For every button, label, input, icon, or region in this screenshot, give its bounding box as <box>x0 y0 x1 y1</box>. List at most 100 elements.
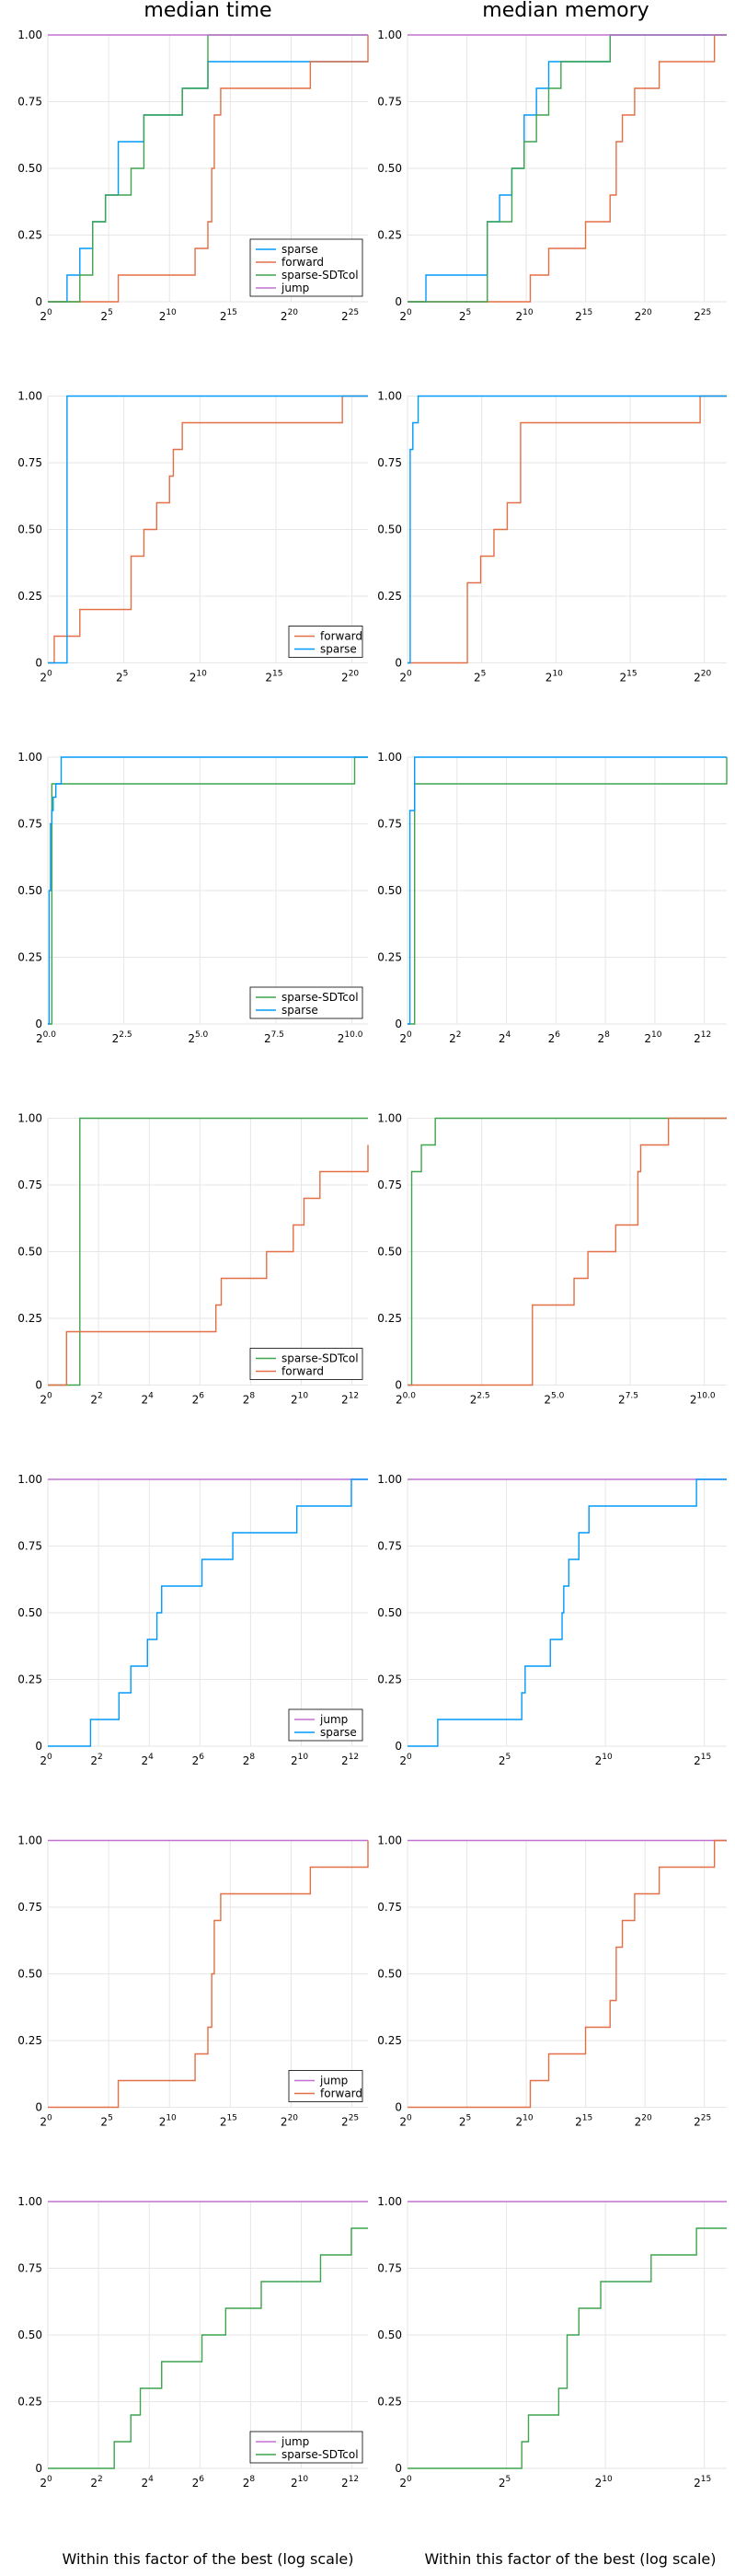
x-tick-label: 20 <box>40 2114 52 2129</box>
x-tick-label: 26 <box>192 2475 205 2490</box>
x-tick-label: 25.0 <box>544 1392 564 1407</box>
x-tick-label: 25 <box>499 1753 511 1767</box>
y-tick-label: 0.75 <box>17 2262 42 2275</box>
chart-row2-median-memory: 0 0.25 0.50 0.75 1.00 20 25 210 215 220 <box>377 390 727 684</box>
x-tick-label: 210 <box>595 2475 613 2490</box>
x-tick-label: 25 <box>116 670 128 684</box>
y-tick-label: 1.00 <box>17 1112 42 1125</box>
y-tick-label: 1.00 <box>17 2195 42 2208</box>
x-tick-label: 20 <box>399 1030 412 1045</box>
y-tick-label: 0 <box>35 2101 42 2114</box>
legend-box <box>288 2070 363 2102</box>
y-tick-label: 0.75 <box>17 818 42 831</box>
x-tick-label: 212 <box>341 1392 359 1407</box>
x-tick-label: 28 <box>597 1030 610 1045</box>
x-tick-label: 210.0 <box>690 1392 716 1407</box>
column-title-median-memory: median memory <box>482 0 649 22</box>
legend-box <box>249 986 363 1019</box>
x-tick-label: 22.5 <box>112 1030 132 1045</box>
y-tick-label: 0.75 <box>377 1179 402 1191</box>
legend-label-jump: jump <box>319 1713 348 1726</box>
series-line-forward <box>48 1144 369 1386</box>
series-line-sparse <box>408 1478 727 1747</box>
y-tick-label: 0.50 <box>377 1246 402 1259</box>
y-tick-label: 0.75 <box>377 456 402 469</box>
series-line-sparse <box>48 395 368 664</box>
chart-row5-median-time: 0 0.25 0.50 0.75 1.00 20 22 24 26 28 210 212 jumpspa… <box>17 1473 368 1767</box>
y-tick-label: 1.00 <box>377 29 402 41</box>
x-tick-label: 215 <box>575 308 592 323</box>
chart-row4-median-time: 0 0.25 0.50 0.75 1.00 20 22 24 26 28 210 212 sparse-… <box>17 1112 369 1407</box>
x-tick-label: 20 <box>399 308 412 323</box>
y-tick-label: 0.75 <box>377 2262 402 2275</box>
x-tick-label: 25 <box>100 308 112 323</box>
y-tick-label: 0.25 <box>17 590 42 603</box>
y-tick-label: 0.50 <box>17 1606 42 1619</box>
y-tick-label: 0.25 <box>377 229 402 242</box>
x-tick-label: 20 <box>399 2475 412 2490</box>
x-tick-label: 215 <box>265 670 282 684</box>
legend-label-sparse: sparse <box>320 1726 357 1739</box>
x-tick-label: 20 <box>399 1753 412 1767</box>
y-tick-label: 0 <box>35 1018 42 1030</box>
y-tick-label: 1.00 <box>17 1473 42 1486</box>
legend-box <box>249 2431 363 2464</box>
x-tick-label: 215 <box>694 2475 711 2490</box>
y-tick-label: 0.25 <box>377 2396 402 2409</box>
x-tick-label: 22 <box>449 1030 461 1045</box>
series-line-sparse <box>48 1478 368 1747</box>
y-tick-label: 0 <box>395 2101 402 2114</box>
x-tick-label: 220 <box>635 308 652 323</box>
y-tick-label: 1.00 <box>17 29 42 41</box>
x-tick-label: 26 <box>548 1030 561 1045</box>
chart-row1-median-time: 0 0.25 0.50 0.75 1.00 20 25 210 215 220 225 sparsef… <box>17 29 369 323</box>
x-tick-label: 215 <box>575 2114 592 2129</box>
series-line-sparse <box>408 395 727 664</box>
chart-row7-median-memory: 0 0.25 0.50 0.75 1.00 20 25 210 215 <box>377 2195 727 2490</box>
legend-label-sparse-SDTcol: sparse-SDTcol <box>281 991 359 1004</box>
x-tick-label: 225 <box>694 2114 711 2129</box>
x-axis-label-median-time: Within this factor of the best (log scal… <box>63 2550 354 2568</box>
y-tick-label: 0.75 <box>17 1540 42 1553</box>
y-tick-label: 0.25 <box>17 1673 42 1686</box>
y-tick-label: 0.75 <box>17 456 42 469</box>
y-tick-label: 0.25 <box>377 1312 402 1325</box>
y-tick-label: 0.50 <box>377 884 402 897</box>
y-tick-label: 0 <box>395 657 402 670</box>
x-tick-label: 22 <box>90 1753 102 1767</box>
y-tick-label: 1.00 <box>377 1473 402 1486</box>
series-line-forward <box>408 1839 727 2109</box>
x-tick-label: 25 <box>459 2114 471 2129</box>
y-tick-label: 0.75 <box>377 96 402 109</box>
x-tick-label: 20 <box>40 1753 52 1767</box>
series-line-sparse-SDTcol <box>48 34 368 303</box>
x-tick-label: 220 <box>281 308 298 323</box>
y-tick-label: 0 <box>35 295 42 308</box>
x-tick-label: 210 <box>516 308 534 323</box>
legend-label-sparse: sparse <box>281 243 318 256</box>
x-tick-label: 25 <box>474 670 486 684</box>
chart-row2-median-time: 0 0.25 0.50 0.75 1.00 20 25 210 215 220 forwardspa… <box>17 390 368 684</box>
y-tick-label: 0 <box>395 1379 402 1392</box>
y-tick-label: 0.25 <box>377 2034 402 2047</box>
series-line-forward <box>48 395 368 664</box>
y-tick-label: 1.00 <box>377 1112 402 1125</box>
y-tick-label: 0.50 <box>377 1968 402 1981</box>
x-tick-label: 215 <box>220 2114 237 2129</box>
series-line-sparse <box>48 756 368 1025</box>
chart-row3-median-time: 0 0.25 0.50 0.75 1.00 20.0 22.5 25.0 27.5 210.0 sp… <box>17 751 368 1045</box>
x-tick-label: 210 <box>516 2114 534 2129</box>
series-line-sparse-SDTcol <box>408 34 727 303</box>
y-tick-label: 0 <box>35 657 42 670</box>
y-tick-label: 1.00 <box>377 390 402 403</box>
x-tick-label: 22.5 <box>470 1392 490 1407</box>
y-tick-label: 0.25 <box>17 951 42 964</box>
x-tick-label: 20 <box>40 2475 52 2490</box>
x-tick-label: 20 <box>40 1392 52 1407</box>
x-tick-label: 25 <box>459 308 471 323</box>
x-tick-label: 210 <box>291 1753 308 1767</box>
chart-row3-median-memory: 0 0.25 0.50 0.75 1.00 20 22 24 26 28 210 212 <box>377 751 728 1045</box>
y-tick-label: 0.50 <box>17 523 42 536</box>
